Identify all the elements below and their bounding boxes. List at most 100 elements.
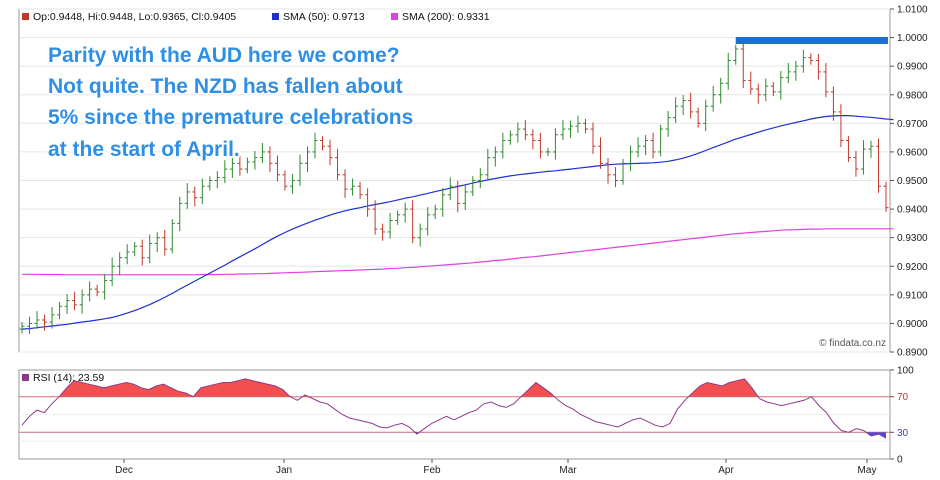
ohlc-bar xyxy=(312,132,318,159)
ohlc-bar xyxy=(710,85,716,112)
sma200-line xyxy=(22,228,894,276)
ohlc-bar xyxy=(42,314,48,331)
rsi-tick-label: 0 xyxy=(897,455,903,466)
ohlc-bar xyxy=(515,122,521,143)
ohlc-bar xyxy=(605,157,611,184)
ohlc-bar xyxy=(755,83,761,104)
ohlc-bar xyxy=(184,183,190,209)
legend-swatch-ohlc xyxy=(22,13,29,20)
ohlc-bar xyxy=(590,122,596,154)
ohlc-bar xyxy=(868,140,874,158)
ohlc-bar xyxy=(838,104,844,148)
sma200-layer xyxy=(22,228,894,276)
ohlc-bar xyxy=(545,147,551,157)
ohlc-bar xyxy=(695,107,701,128)
ohlc-bar xyxy=(192,186,198,207)
ohlc-bar xyxy=(177,196,183,232)
price-tick-label: 0.9300 xyxy=(897,233,928,244)
ohlc-bar xyxy=(27,316,33,334)
ohlc-bar xyxy=(673,97,679,124)
ohlc-bar xyxy=(124,244,130,265)
ohlc-bar xyxy=(620,159,626,185)
ohlc-bar xyxy=(507,130,513,145)
rsi-line xyxy=(21,378,887,439)
legend-sma200: SMA (200): 0.9331 xyxy=(402,11,490,23)
ohlc-bar xyxy=(582,119,588,134)
ohlc-bar xyxy=(417,223,423,247)
ohlc-bar xyxy=(808,53,814,65)
ohlc-bar xyxy=(320,136,326,151)
price-tick-label: 1.0100 xyxy=(897,5,928,16)
ohlc-bar xyxy=(357,181,363,200)
ohlc-bar xyxy=(342,169,348,198)
x-tick-label: Jan xyxy=(276,465,292,476)
price-tick-label: 0.9600 xyxy=(897,147,928,158)
ohlc-bar xyxy=(718,77,724,104)
ohlc-bar xyxy=(274,155,280,182)
ohlc-bar xyxy=(492,146,498,167)
ohlc-bar xyxy=(109,257,115,286)
credit: © findata.co.nz xyxy=(819,338,886,349)
ohlc-bar xyxy=(883,181,889,212)
ohlc-bar xyxy=(102,273,108,300)
ohlc-bar xyxy=(455,180,461,213)
ohlc-bar xyxy=(613,167,619,188)
ohlc-bar xyxy=(845,136,851,162)
x-axis: Dec Jan Feb Mar Apr May xyxy=(115,459,876,476)
ohlc-bar xyxy=(372,200,378,235)
price-tick-label: 0.9900 xyxy=(897,62,928,73)
ohlc-bar xyxy=(598,137,604,169)
price-tick-label: 0.8900 xyxy=(897,348,928,359)
ohlc-bar xyxy=(297,154,303,186)
ohlc-bar xyxy=(289,173,295,194)
price-legend: Op:0.9448, Hi:0.9448, Lo:0.9365, Cl:0.94… xyxy=(22,11,490,23)
legend-swatch-sma200 xyxy=(391,13,398,20)
ohlc-bar xyxy=(207,176,213,191)
ohlc-bar xyxy=(830,86,836,121)
rsi-legend: RSI (14): 23.59 xyxy=(33,372,104,384)
ohlc-bar xyxy=(575,115,581,133)
ohlc-bar xyxy=(650,132,656,159)
ohlc-bar xyxy=(733,44,739,65)
ohlc-bar xyxy=(259,143,265,164)
ohlc-bar xyxy=(763,78,769,102)
ohlc-bar xyxy=(567,120,573,138)
ohlc-bar xyxy=(79,289,85,314)
ohlc-bar xyxy=(537,132,543,159)
ohlc-bar xyxy=(327,139,333,166)
annotation-line-2: Not quite. The NZD has fallen about xyxy=(48,75,403,98)
ohlc-bar xyxy=(643,135,649,156)
ohlc-bar xyxy=(117,252,123,276)
ohlc-bar xyxy=(800,49,806,73)
annotation-line-3: 5% since the premature celebrations xyxy=(48,106,413,129)
ohlc-bars xyxy=(19,42,889,334)
annotation: Parity with the AUD here we come? Not qu… xyxy=(47,43,415,163)
ohlc-bar xyxy=(635,137,641,158)
ohlc-bar xyxy=(222,160,228,184)
ohlc-bar xyxy=(477,168,483,189)
ohlc-bar xyxy=(485,148,491,181)
ohlc-bar xyxy=(72,291,78,311)
price-tick-label: 0.9100 xyxy=(897,290,928,301)
ohlc-bar xyxy=(530,129,536,150)
ohlc-bar xyxy=(252,151,258,170)
ohlc-bar xyxy=(365,188,371,217)
rsi-legend-swatch xyxy=(22,374,29,381)
ohlc-bar xyxy=(778,71,784,100)
price-tick-label: 0.9400 xyxy=(897,205,928,216)
x-tick-label: Mar xyxy=(559,465,577,476)
ohlc-bar xyxy=(665,111,671,137)
annotation-line-1: Parity with the AUD here we come? xyxy=(48,44,400,67)
ohlc-bar xyxy=(725,52,731,90)
rsi-overbought-fill xyxy=(22,378,886,397)
ohlc-bar xyxy=(552,128,558,160)
ohlc-bar xyxy=(823,63,829,98)
legend-swatch-sma50 xyxy=(272,13,279,20)
ohlc-bar xyxy=(680,95,686,116)
ohlc-bar xyxy=(688,92,694,119)
ohlc-bar xyxy=(19,321,25,334)
price-y-axis: 1.0100 1.0000 0.9900 0.9800 0.9700 0.9600 0.95… xyxy=(890,5,928,359)
ohlc-bar xyxy=(350,178,356,196)
ohlc-bar xyxy=(628,145,634,172)
